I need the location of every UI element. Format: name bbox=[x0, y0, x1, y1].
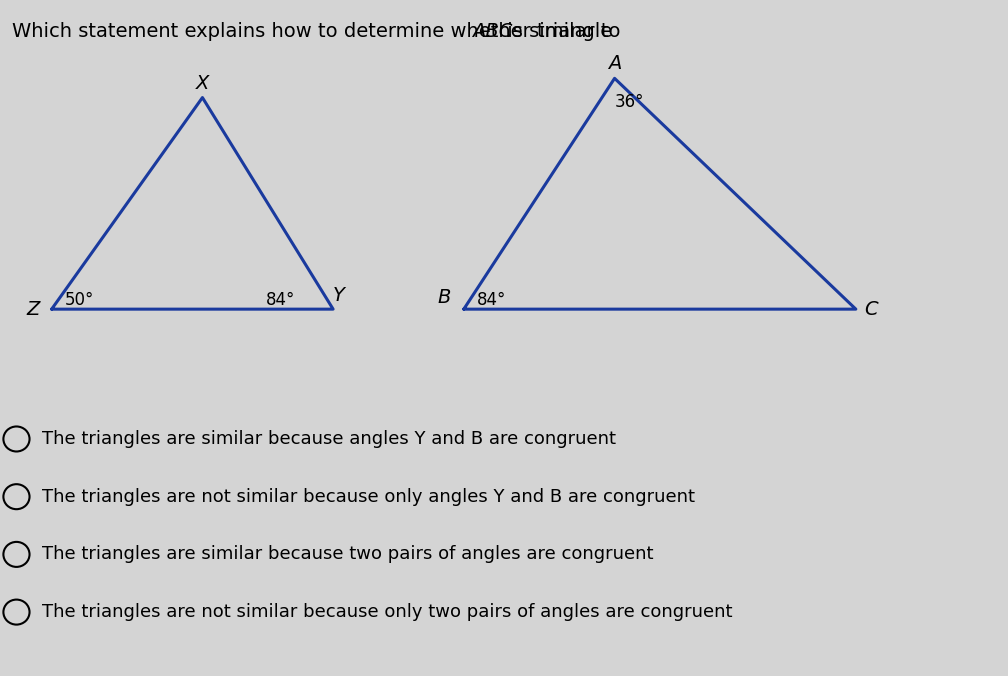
Text: X: X bbox=[196, 74, 209, 93]
Text: 84°: 84° bbox=[477, 291, 507, 308]
Text: C: C bbox=[864, 299, 878, 318]
Text: The triangles are similar because angles Y and B are congruent: The triangles are similar because angles… bbox=[41, 430, 616, 448]
Text: ABC: ABC bbox=[472, 22, 512, 41]
Text: The triangles are not similar because only angles Y and B are congruent: The triangles are not similar because on… bbox=[41, 487, 695, 506]
Text: 84°: 84° bbox=[266, 291, 295, 308]
Text: Which statement explains how to determine whether triangle: Which statement explains how to determin… bbox=[12, 22, 619, 41]
Text: 50°: 50° bbox=[66, 291, 95, 308]
Text: is similar to: is similar to bbox=[501, 22, 621, 41]
Text: Z: Z bbox=[27, 299, 40, 318]
Text: The triangles are not similar because only two pairs of angles are congruent: The triangles are not similar because on… bbox=[41, 603, 732, 621]
Text: The triangles are similar because two pairs of angles are congruent: The triangles are similar because two pa… bbox=[41, 546, 653, 563]
Text: 36°: 36° bbox=[615, 93, 644, 112]
Text: A: A bbox=[608, 54, 621, 74]
Text: Y: Y bbox=[334, 286, 345, 305]
Text: B: B bbox=[437, 288, 451, 307]
